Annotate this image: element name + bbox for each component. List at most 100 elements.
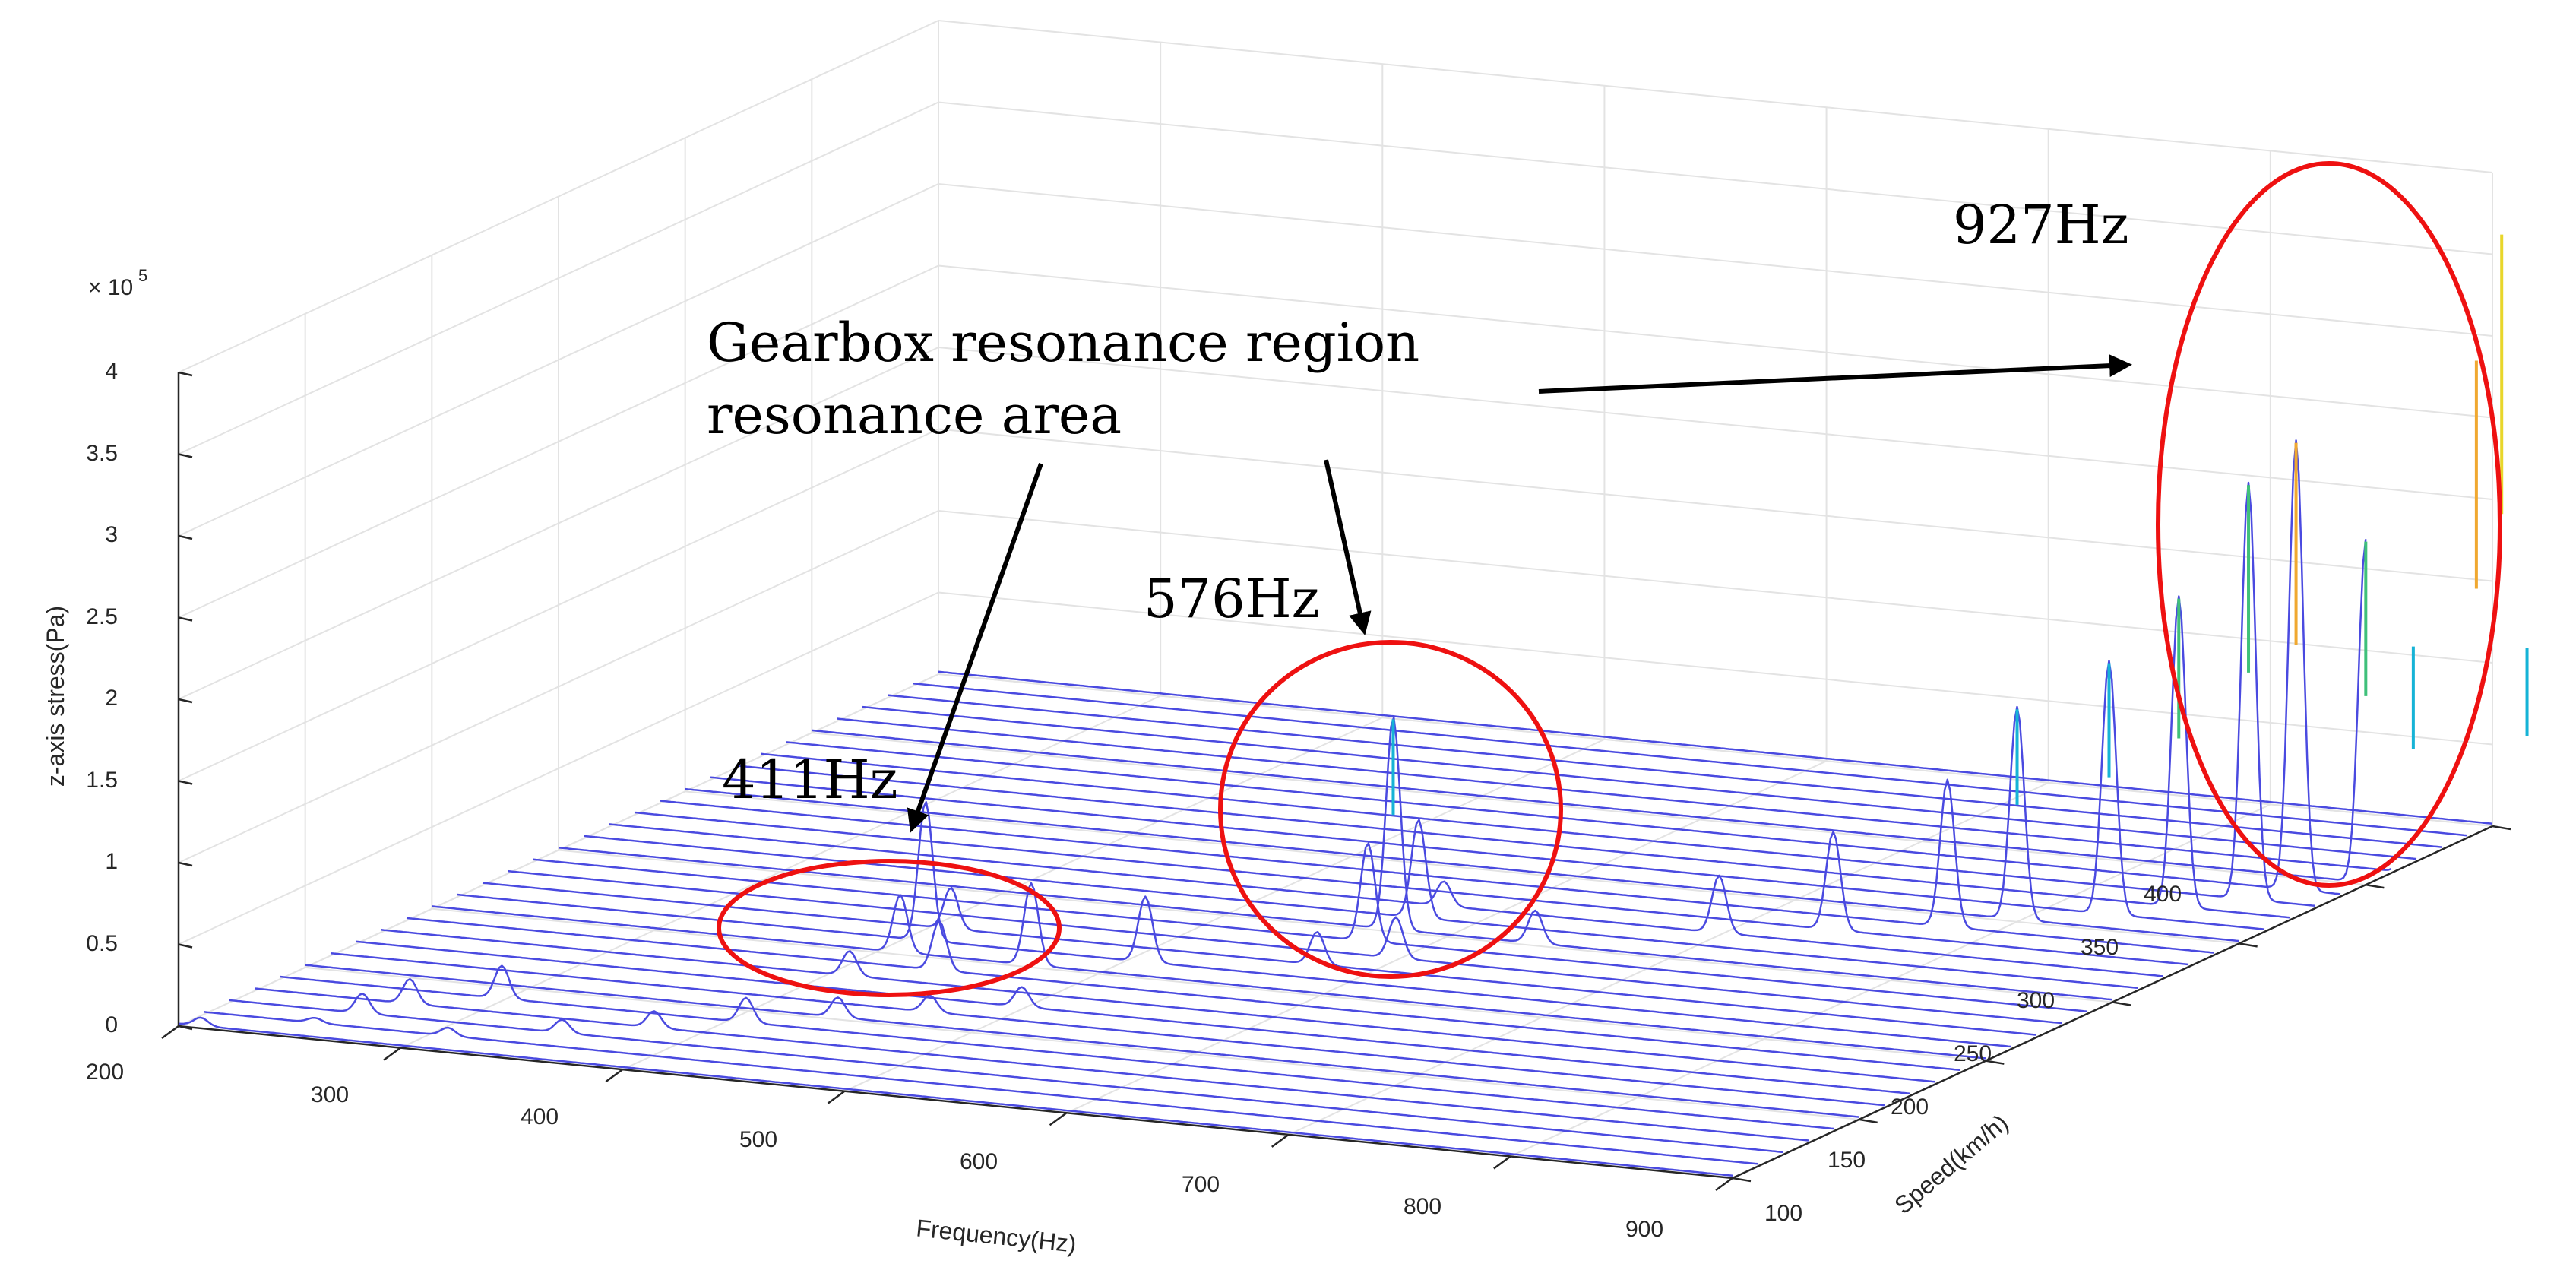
y-tick-label: 300 bbox=[2017, 988, 2055, 1013]
z-axis-label: z-axis stress(Pa) bbox=[42, 606, 69, 787]
x-axis-line bbox=[178, 1025, 1733, 1180]
x-tick-mark bbox=[1049, 1112, 1068, 1126]
z-tick-label: 3.5 bbox=[86, 441, 118, 466]
grid-line bbox=[938, 20, 2493, 173]
z-exponent-base: × 10 bbox=[88, 275, 133, 300]
z-tick-mark bbox=[178, 616, 193, 622]
grid-line bbox=[938, 428, 2493, 582]
x-tick-mark bbox=[161, 1025, 179, 1040]
grid-line bbox=[938, 673, 2493, 827]
y-tick-mark bbox=[1732, 1177, 1752, 1183]
y-tick-label: 250 bbox=[1954, 1041, 1992, 1066]
y-tick-label: 350 bbox=[2081, 935, 2119, 960]
speed-trace bbox=[533, 842, 2087, 1012]
speed-trace bbox=[609, 823, 2163, 977]
x-axis-tick-labels: 200 300 400 500 600 700 800 900 bbox=[86, 1060, 1663, 1242]
z-axis-tick-labels: 0 0.5 1 1.5 2 2.5 3 3.5 4 bbox=[86, 359, 118, 1037]
grid-line bbox=[938, 101, 2493, 255]
z-tick-label: 0 bbox=[105, 1012, 118, 1037]
annotation-arrow-411hz bbox=[907, 462, 1043, 833]
x-tick-label: 600 bbox=[960, 1149, 998, 1174]
speed-trace bbox=[558, 716, 2113, 1001]
speed-trace bbox=[761, 481, 2315, 907]
speed-trace bbox=[406, 917, 1961, 1072]
x-tick-label: 300 bbox=[311, 1082, 349, 1107]
x-tick-mark bbox=[383, 1047, 401, 1061]
speed-trace bbox=[482, 882, 2037, 1036]
speed-trace bbox=[381, 929, 1935, 1083]
grid-line bbox=[178, 20, 939, 373]
speed-trace bbox=[913, 682, 2467, 837]
speed-trace bbox=[508, 869, 2062, 1025]
grid-line bbox=[178, 591, 939, 945]
x-tick-mark bbox=[1493, 1155, 1511, 1170]
y-tick-label: 400 bbox=[2144, 882, 2182, 907]
traces-layer bbox=[178, 234, 2529, 1177]
speed-trace bbox=[280, 964, 1834, 1130]
grid-line bbox=[938, 510, 2493, 664]
speed-trace bbox=[786, 439, 2341, 895]
z-tick-label: 4 bbox=[105, 359, 118, 384]
grid-line bbox=[178, 428, 939, 782]
grid-line bbox=[938, 183, 2493, 337]
x-tick-mark bbox=[1715, 1177, 1733, 1192]
x-tick-mark bbox=[827, 1090, 846, 1104]
z-tick-mark bbox=[178, 943, 193, 949]
speed-trace bbox=[888, 694, 2442, 848]
z-tick-label: 1 bbox=[105, 849, 118, 874]
y-tick-mark bbox=[2112, 1001, 2131, 1006]
grid-line bbox=[178, 101, 939, 455]
annotation-region-line1: Gearbox resonance region bbox=[707, 312, 1419, 374]
resonance-circle-576hz bbox=[1218, 640, 1563, 979]
z-tick-mark bbox=[178, 1025, 193, 1031]
annotation-927hz: 927Hz bbox=[1953, 194, 2129, 256]
x-tick-label: 500 bbox=[739, 1127, 777, 1152]
resonance-circle-927hz bbox=[2156, 161, 2502, 888]
grid-line bbox=[178, 183, 939, 537]
speed-trace bbox=[812, 539, 2367, 881]
speed-trace bbox=[634, 811, 2189, 966]
speed-trace bbox=[305, 964, 1859, 1118]
annotation-arrow-927hz bbox=[1538, 354, 2132, 394]
x-tick-label: 400 bbox=[521, 1104, 559, 1129]
y-tick-mark bbox=[2492, 825, 2511, 831]
x-tick-label: 800 bbox=[1404, 1194, 1441, 1219]
grid-line bbox=[558, 849, 2113, 1003]
y-axis-label: Speed(km/h) bbox=[1889, 1109, 2013, 1219]
speed-trace bbox=[837, 717, 2392, 871]
y-tick-mark bbox=[1986, 1060, 2005, 1065]
speed-trace bbox=[862, 705, 2417, 860]
annotation-arrow-576hz bbox=[1324, 459, 1372, 635]
x-tick-label: 900 bbox=[1625, 1217, 1663, 1242]
speed-trace bbox=[584, 819, 2138, 990]
speed-trace bbox=[178, 1016, 1733, 1177]
y-axis-tick-labels: 100 150 200 250 300 350 400 bbox=[1764, 882, 2182, 1226]
grid-line bbox=[178, 264, 939, 619]
speed-trace bbox=[356, 940, 1910, 1094]
z-tick-mark bbox=[178, 371, 193, 377]
x-tick-label: 700 bbox=[1182, 1172, 1220, 1197]
z-tick-label: 0.5 bbox=[86, 931, 118, 956]
z-tick-mark bbox=[178, 534, 193, 540]
speed-trace bbox=[457, 800, 2011, 1048]
grid-layer bbox=[178, 20, 2493, 1179]
grid-line bbox=[305, 966, 1859, 1120]
speed-trace bbox=[432, 882, 1986, 1060]
annotation-region-line2: resonance area bbox=[707, 384, 1122, 446]
x-tick-mark bbox=[605, 1069, 624, 1083]
z-tick-label: 1.5 bbox=[86, 768, 118, 793]
resonance-circle-411hz bbox=[717, 859, 1062, 997]
annotation-411hz: 411Hz bbox=[722, 749, 898, 811]
speed-trace bbox=[685, 705, 2239, 942]
grid-line bbox=[685, 790, 2239, 945]
y-tick-mark bbox=[2366, 883, 2385, 889]
x-tick-mark bbox=[1271, 1133, 1290, 1148]
grid-line bbox=[938, 591, 2493, 746]
y-tick-label: 200 bbox=[1891, 1094, 1929, 1120]
z-tick-mark bbox=[178, 698, 193, 704]
speed-trace bbox=[229, 993, 1783, 1154]
z-tick-label: 3 bbox=[105, 522, 118, 547]
x-axis-label: Frequency(Hz) bbox=[915, 1214, 1078, 1257]
annotation-layer: Gearbox resonance region resonance area … bbox=[707, 161, 2502, 997]
z-tick-mark bbox=[178, 861, 193, 867]
